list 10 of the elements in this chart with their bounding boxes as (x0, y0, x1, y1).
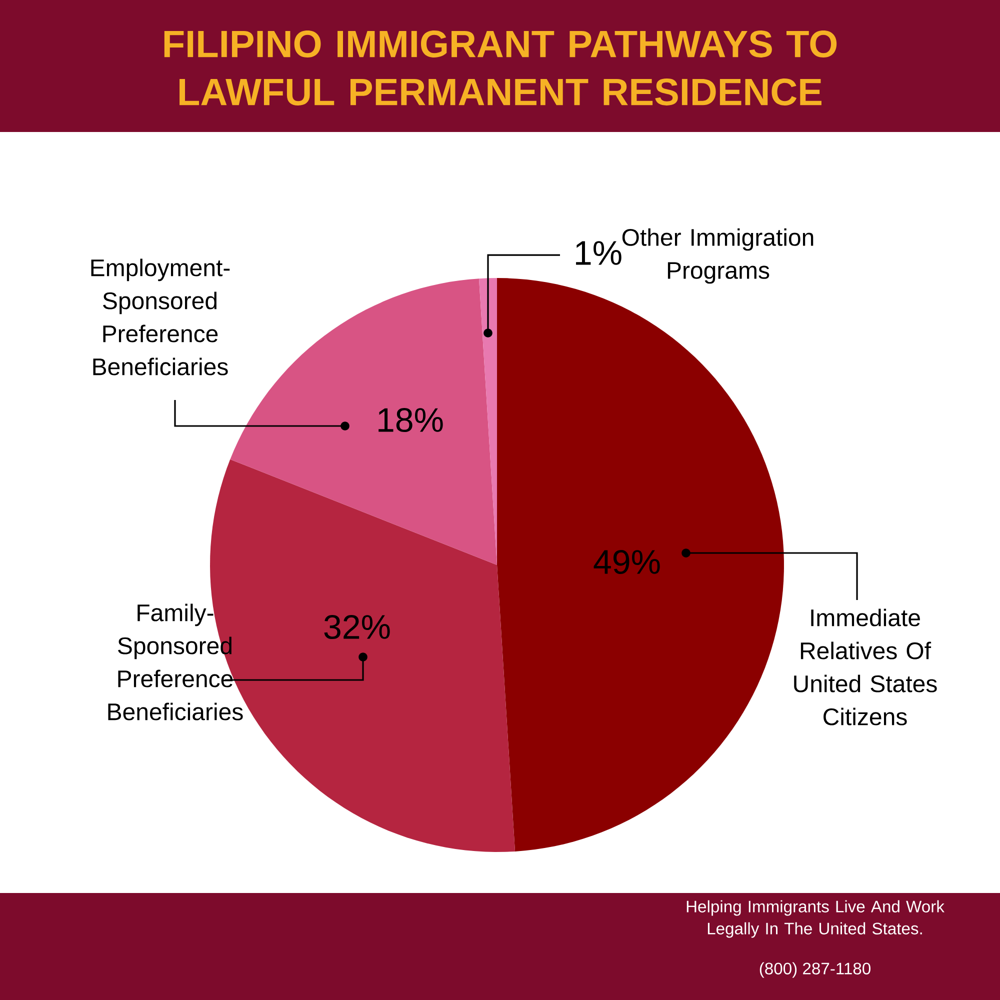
text: (800) 287-1180 (760, 962, 870, 978)
text: Helping Immigrants Live And Work Legally In The United States. (686, 900, 944, 938)
data-label: 18% (378, 408, 443, 432)
data-label: 32% (324, 614, 390, 640)
slice-label: Employment-Sponsored Preference Beneficiaries (91, 258, 230, 376)
data-label: 1% (576, 241, 622, 265)
slice-label: Other Immigration Programs (622, 228, 814, 284)
slice-label: Immediate Relatives Of United States Citizens (794, 608, 937, 726)
chart-title: FILIPINO IMMIGRANT PATHWAYS TO LAWFUL PERMANENT RESIDENCE (164, 30, 837, 106)
data-label: 49% (594, 550, 660, 574)
